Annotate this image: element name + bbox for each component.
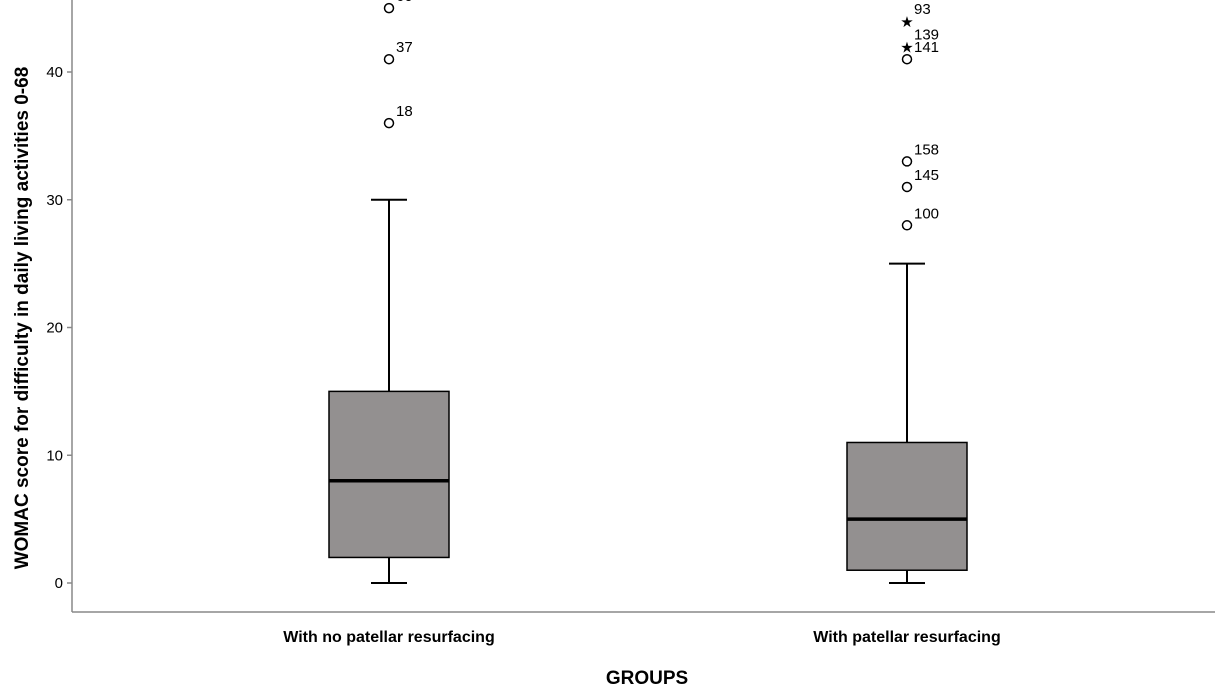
outlier-label: 139 [914, 26, 939, 43]
y-tick-label: 10 [46, 447, 63, 464]
outlier-circle [383, 117, 395, 129]
y-tick-label: 20 [46, 320, 63, 337]
outliers-layer: 183760100145158141★139★93 [383, 0, 939, 231]
box-group [846, 262, 968, 584]
x-category-label: With no patellar resurfacing [283, 629, 494, 646]
outlier-circle [383, 53, 395, 65]
outlier-label: 60 [396, 0, 413, 5]
boxes-layer [328, 198, 968, 584]
y-axis-title: WOMAC score for difficulty in daily livi… [12, 67, 33, 570]
x-axis-title: GROUPS [606, 668, 688, 689]
iqr-box [846, 441, 968, 571]
box-group [328, 198, 450, 584]
outlier-label: 100 [914, 205, 939, 222]
iqr-box [328, 390, 450, 559]
outlier-label: 158 [914, 141, 939, 158]
y-tick-label: 30 [46, 192, 63, 209]
outlier-circle [901, 181, 913, 193]
outlier-star: ★ [900, 38, 913, 56]
outlier-label: 93 [914, 1, 931, 18]
x-category-label: With patellar resurfacing [813, 629, 1000, 646]
outlier-label: 141 [914, 39, 939, 56]
outlier-star: ★ [900, 13, 913, 31]
outlier-label: 37 [396, 39, 413, 56]
axes-layer: 0 10 20 30 40 With no patellar resurfacing Wit… [46, 0, 1215, 646]
y-tick-label: 40 [46, 64, 63, 81]
outlier-circle [901, 156, 913, 167]
outlier-circle [901, 220, 913, 231]
y-tick-label: 0 [55, 575, 63, 592]
outlier-circle [901, 53, 913, 65]
outlier-circle [383, 2, 395, 14]
outlier-label: 18 [396, 103, 413, 120]
outlier-label: 145 [914, 167, 939, 184]
